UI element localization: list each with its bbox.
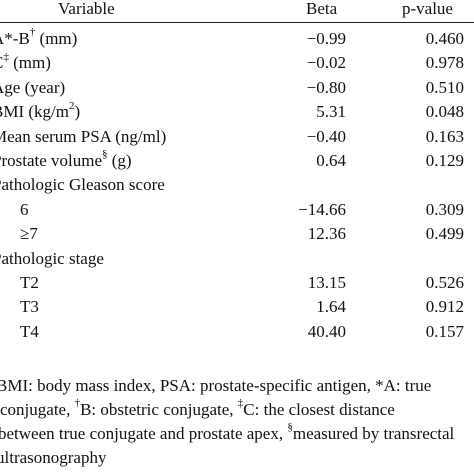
beta-cell: 0.64: [316, 150, 346, 170]
beta-cell: −0.40: [306, 126, 346, 146]
footnote-text: conjugate,: [0, 400, 75, 419]
beta-cell: −0.80: [306, 77, 346, 97]
variable-superscript: §: [102, 148, 108, 161]
beta-cell: 13.15: [307, 272, 346, 292]
variable-cell: Pathologic stage: [0, 247, 104, 271]
variable-unit: (mm): [8, 53, 51, 73]
variable-cell: Prostate volume§ (g): [0, 149, 132, 173]
variable-label: BMI (kg/m: [0, 102, 69, 122]
table-row: T2 13.15 0.526: [0, 271, 474, 295]
pvalue-cell: 0.129: [425, 150, 464, 170]
footnote-text: B: obstetric conjugate,: [80, 400, 238, 419]
pvalue-cell: 0.157: [425, 321, 464, 341]
beta-cell: −14.66: [298, 199, 346, 219]
variable-label: Mean serum PSA (ng/ml): [0, 126, 167, 146]
pvalue-cell: 0.526: [425, 272, 464, 292]
table-row: C‡ (mm) −0.02 0.978: [0, 51, 474, 75]
header-rule: [0, 22, 474, 23]
footnote-text: between true conjugate and prostate apex…: [0, 424, 288, 443]
variable-label: ≥7: [20, 224, 38, 244]
beta-cell: 5.31: [316, 102, 346, 122]
variable-unit: ): [74, 102, 81, 122]
header-variable: Variable: [58, 0, 115, 18]
variable-label: Prostate volume: [0, 150, 103, 170]
table-row: A*-B† (mm) −0.99 0.460: [0, 27, 474, 51]
footnote-sup: §: [287, 421, 293, 434]
footnote-sup: ‡: [237, 397, 244, 410]
beta-cell: 1.64: [316, 297, 346, 317]
variable-label: T4: [20, 321, 39, 341]
table-row: T3 1.64 0.912: [0, 295, 474, 319]
table-row: Pathologic Gleason score: [0, 173, 474, 197]
variable-cell: ≥7: [0, 222, 38, 246]
table-row: Pathologic stage: [0, 247, 474, 271]
footnote-text: measured by transrectal: [292, 424, 455, 443]
table-row: T4 40.40 0.157: [0, 320, 474, 344]
pvalue-cell: 0.048: [425, 102, 464, 122]
beta-cell: −0.99: [306, 29, 346, 48]
regression-table: Variable Beta p-value A*-B† (mm) −0.99 0.4…: [0, 0, 474, 344]
beta-cell: −0.02: [306, 53, 346, 73]
pvalue-cell: 0.163: [425, 126, 464, 146]
pvalue-cell: 0.309: [425, 199, 464, 219]
variable-label: Pathologic stage: [0, 248, 104, 268]
footnote-text: ultrasonography: [0, 448, 107, 467]
variable-label: A*-B: [0, 29, 30, 48]
variable-cell: Age (year): [0, 76, 65, 100]
variable-cell: T4: [0, 320, 39, 344]
variable-cell: BMI (kg/m2): [0, 100, 80, 124]
variable-cell: A*-B† (mm): [0, 27, 77, 51]
variable-cell: 6: [0, 198, 29, 222]
variable-superscript: 2: [68, 99, 75, 112]
table-footnote: BMI: body mass index, PSA: prostate-spec…: [0, 374, 474, 470]
footnote-line-4: ultrasonography: [0, 446, 474, 470]
variable-label: T2: [20, 272, 39, 292]
variable-label: Pathologic Gleason score: [0, 175, 165, 195]
pvalue-cell: 0.978: [425, 53, 464, 73]
header-pvalue: p-value: [402, 0, 453, 18]
variable-cell: C‡ (mm): [0, 51, 51, 75]
variable-label: T3: [20, 297, 39, 317]
variable-superscript: †: [29, 26, 36, 39]
footnote-sup: †: [74, 397, 81, 410]
variable-cell: T2: [0, 271, 39, 295]
variable-cell: Pathologic Gleason score: [0, 173, 165, 197]
variable-cell: T3: [0, 295, 39, 319]
footnote-line-2: conjugate, †B: obstetric conjugate, ‡C: …: [0, 398, 474, 422]
table-row: ≥7 12.36 0.499: [0, 222, 474, 246]
footnote-text: C: the closest distance: [243, 400, 395, 419]
table-row: BMI (kg/m2) 5.31 0.048: [0, 100, 474, 124]
footnote-line-1: BMI: body mass index, PSA: prostate-spec…: [0, 374, 474, 398]
table-body: A*-B† (mm) −0.99 0.460 C‡ (mm) −0.02 0.978 Age…: [0, 22, 474, 344]
variable-label: C: [0, 53, 3, 72]
variable-label: 6: [20, 199, 29, 219]
table-header-row: Variable Beta p-value: [0, 0, 474, 22]
header-beta: Beta: [306, 0, 338, 18]
table-row: 6 −14.66 0.309: [0, 198, 474, 222]
table-row: Mean serum PSA (ng/ml) −0.40 0.163: [0, 125, 474, 149]
table-row: Age (year) −0.80 0.510: [0, 76, 474, 100]
footnote-text: BMI: body mass index, PSA: prostate-spec…: [0, 376, 432, 395]
pvalue-cell: 0.499: [425, 224, 464, 244]
variable-cell: Mean serum PSA (ng/ml): [0, 125, 166, 149]
pvalue-cell: 0.460: [425, 29, 464, 48]
pvalue-cell: 0.912: [425, 297, 464, 317]
variable-unit: (mm): [35, 29, 78, 48]
variable-unit: (g): [107, 150, 132, 170]
footnote-line-3: between true conjugate and prostate apex…: [0, 422, 474, 446]
variable-label: Age (year): [0, 77, 66, 97]
pvalue-cell: 0.510: [425, 77, 464, 97]
beta-cell: 12.36: [307, 224, 346, 244]
beta-cell: 40.40: [307, 321, 346, 341]
table-row: Prostate volume§ (g) 0.64 0.129: [0, 149, 474, 173]
variable-superscript: ‡: [3, 50, 9, 63]
